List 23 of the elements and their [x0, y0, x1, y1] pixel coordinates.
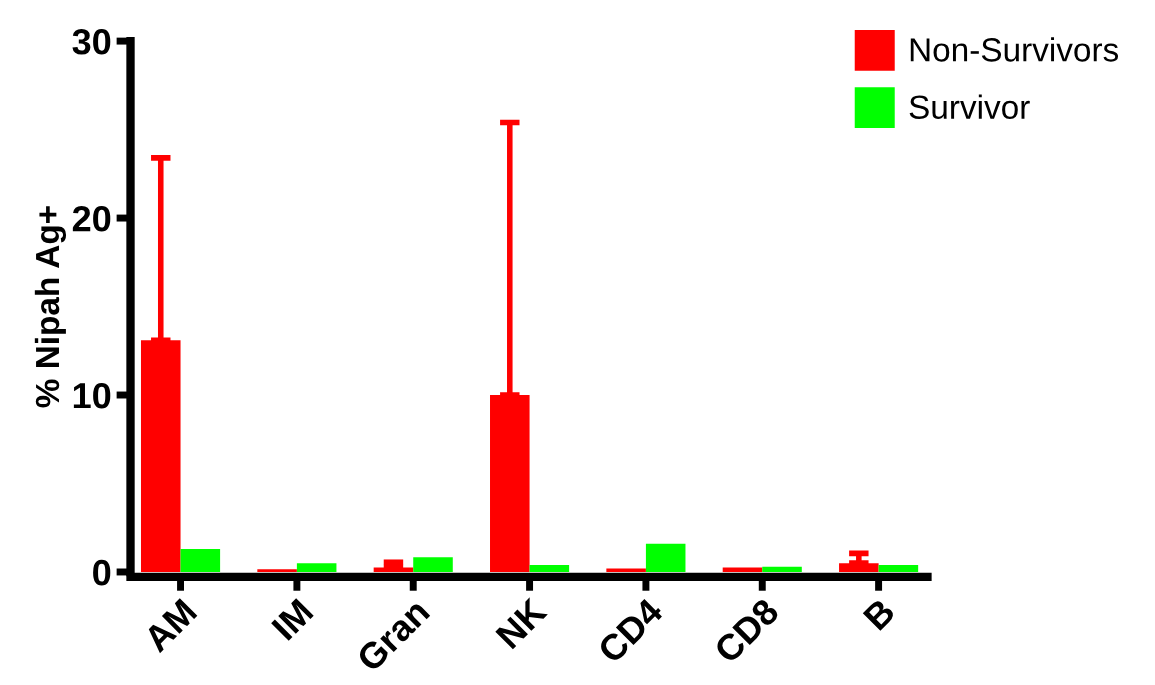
x-tick-label: AM: [142, 598, 198, 654]
x-tick-label: CD8: [712, 597, 781, 665]
bar: [413, 557, 453, 572]
bar: [762, 566, 802, 572]
x-tick-label: B: [862, 597, 896, 631]
y-tick-label: 30: [72, 28, 111, 55]
x-tick-label: NK: [495, 596, 548, 650]
y-tick-label: 0: [93, 559, 111, 586]
y-axis-title: % Nipah Ag+: [34, 206, 67, 408]
bar: [180, 548, 221, 572]
bar: [140, 340, 181, 572]
bar: [645, 543, 686, 572]
x-tick-label: CD4: [596, 596, 665, 665]
bar: [257, 569, 297, 572]
bar: [606, 568, 646, 572]
bar: [878, 564, 919, 572]
y-tick-label: 10: [73, 382, 111, 409]
x-tick-label: IM: [271, 598, 314, 641]
bar: [529, 564, 570, 572]
legend-label: Non-Survivors: [910, 37, 1119, 62]
legend-label: Survivor: [909, 94, 1030, 119]
y-tick-label: 20: [72, 205, 111, 232]
bar: [296, 563, 337, 572]
